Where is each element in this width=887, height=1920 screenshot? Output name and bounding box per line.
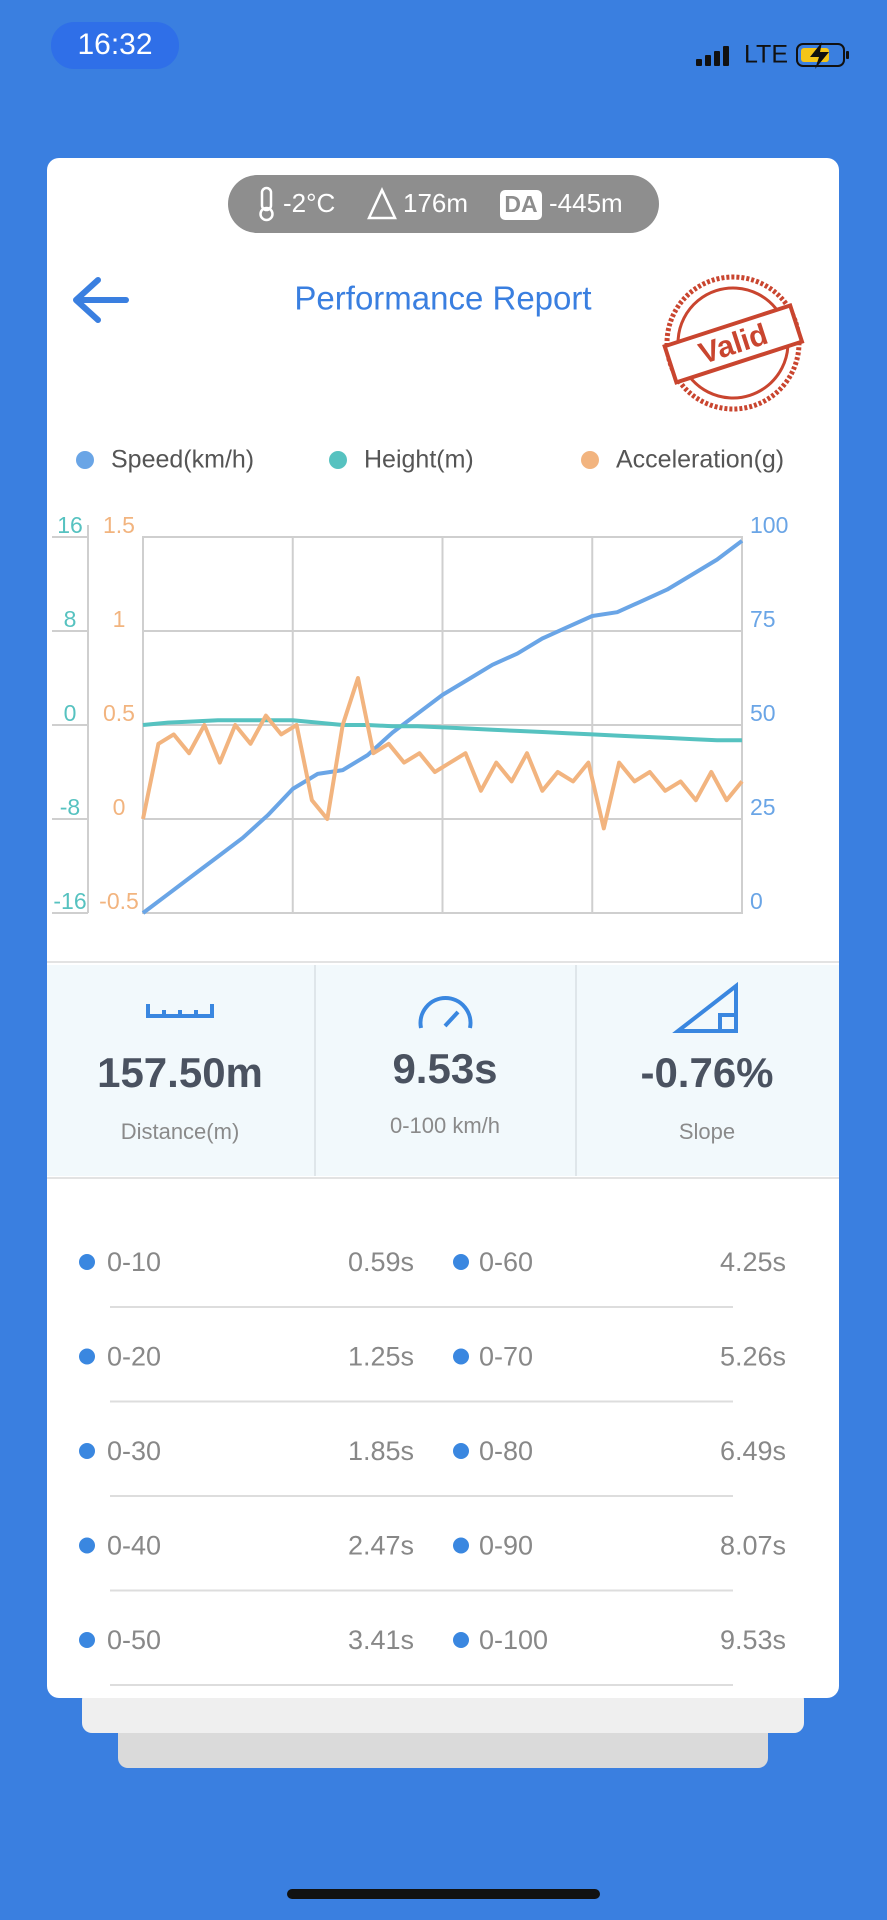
y-tick-label: 0	[113, 794, 126, 820]
split-dot	[79, 1348, 95, 1365]
slope-icon	[672, 981, 738, 1033]
split-dot	[79, 1443, 95, 1459]
altitude-icon	[367, 187, 397, 220]
split-range: 0-60	[479, 1247, 533, 1277]
split-range: 0-90	[479, 1531, 533, 1561]
split-dot	[79, 1537, 95, 1554]
time-pill	[51, 22, 179, 69]
y-tick-label: 75	[750, 606, 776, 632]
stat-label: 0-100 km/h	[390, 1113, 500, 1138]
split-time: 6.49s	[720, 1436, 786, 1466]
split-dot	[79, 1632, 95, 1648]
y-tick-label: 1.5	[103, 512, 135, 538]
split-range: 0-100	[479, 1625, 548, 1655]
legend-label: Speed(km/h)	[111, 446, 254, 474]
y-tick-label: -0.5	[99, 888, 139, 914]
split-dot	[79, 1254, 95, 1270]
legend-dot	[329, 451, 347, 469]
y-tick-label: 0.5	[103, 700, 135, 726]
split-time: 8.07s	[720, 1531, 786, 1561]
clock: 16:32	[77, 28, 152, 61]
split-time: 1.25s	[348, 1342, 414, 1372]
back-button[interactable]	[73, 277, 129, 323]
split-dot	[453, 1254, 469, 1270]
y-tick-label: 0	[64, 700, 77, 726]
battery-icon	[796, 42, 849, 69]
da-badge-bg	[500, 190, 542, 220]
altitude: 176m	[403, 188, 468, 218]
report-card	[47, 158, 839, 1698]
thermometer-icon	[259, 186, 274, 222]
split-time: 3.41s	[348, 1625, 414, 1655]
split-time: 5.26s	[720, 1342, 786, 1372]
card-shadow	[82, 1690, 804, 1733]
split-range: 0-30	[107, 1436, 161, 1466]
split-dot	[453, 1537, 469, 1554]
legend-label: Acceleration(g)	[616, 446, 784, 474]
split-time: 1.85s	[348, 1436, 414, 1466]
legend-label: Height(m)	[364, 446, 474, 474]
stat-value: 9.53s	[392, 1045, 497, 1092]
stat-label: Slope	[679, 1119, 735, 1144]
network: LTE	[744, 41, 788, 69]
series-line	[141, 676, 744, 831]
y-tick-label: 16	[57, 512, 83, 538]
legend-dot	[581, 451, 599, 469]
conditions-pill	[228, 175, 659, 233]
ruler-icon	[146, 1004, 214, 1018]
stat-value: 157.50m	[97, 1049, 263, 1096]
split-time: 0.59s	[348, 1247, 414, 1277]
split-time: 9.53s	[720, 1625, 786, 1655]
split-dot	[453, 1443, 469, 1459]
series-line	[142, 718, 742, 743]
y-tick-label: 1	[113, 606, 126, 632]
split-range: 0-50	[107, 1625, 161, 1655]
y-tick-label: 8	[64, 606, 77, 632]
series-line	[141, 539, 744, 915]
y-tick-label: -16	[53, 888, 86, 914]
y-tick-label: 100	[750, 512, 788, 538]
stats-panel	[47, 965, 839, 1176]
split-dot	[453, 1632, 469, 1648]
split-range: 0-40	[107, 1531, 161, 1561]
signal-icon	[696, 46, 729, 66]
gauge-icon	[418, 996, 473, 1029]
density-altitude: -445m	[549, 188, 623, 218]
split-range: 0-80	[479, 1436, 533, 1466]
y-tick-label: 0	[750, 888, 763, 914]
split-time: 4.25s	[720, 1247, 786, 1277]
split-range: 0-20	[107, 1342, 161, 1372]
stat-value: -0.76%	[640, 1049, 773, 1096]
split-range: 0-10	[107, 1247, 161, 1277]
split-dot	[453, 1348, 469, 1365]
y-tick-label: 25	[750, 794, 776, 820]
da-badge: DA	[504, 191, 537, 217]
y-tick-label: -8	[60, 794, 80, 820]
temperature: -2°C	[283, 188, 335, 218]
y-tick-label: 50	[750, 700, 776, 726]
page-title: Performance Report	[294, 280, 591, 317]
legend-dot	[76, 451, 94, 469]
split-range: 0-70	[479, 1342, 533, 1372]
home-indicator	[287, 1889, 600, 1899]
stat-label: Distance(m)	[121, 1119, 240, 1144]
split-time: 2.47s	[348, 1531, 414, 1561]
